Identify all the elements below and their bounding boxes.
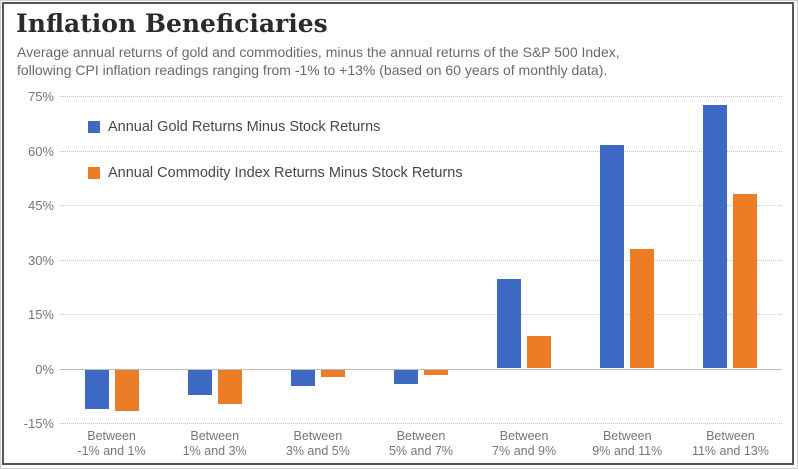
x-tick-label: Between 11% and 13% [691,429,769,458]
y-tick-label: 15% [27,307,54,322]
commodity-bar [733,194,758,369]
commodity-bar [217,369,242,405]
x-tick-label: Between 9% and 11% [592,429,663,458]
gold-bar [187,369,212,395]
gold-bar [600,145,625,369]
gold-bar [393,369,418,385]
x-tick-label: Between -1% and 1% [77,429,146,458]
gold-series-swatch-icon [88,121,100,133]
commodity-bar [320,369,345,377]
legend-label-gold: Annual Gold Returns Minus Stock Returns [108,119,381,135]
gridline [60,423,782,424]
commodity-bar [630,248,655,369]
chart-title: Inflation Beneficiaries [16,9,328,38]
commodity-bar [527,335,552,369]
x-tick-label: Between 1% and 3% [182,429,247,458]
gold-bar [497,279,522,369]
x-tick-label: Between 3% and 5% [285,429,350,458]
x-tick-label: Between 7% and 9% [492,429,557,458]
gridline [60,314,782,315]
gridline [60,96,782,97]
bar-group [679,96,782,423]
chart-subtitle: Average annual returns of gold and commo… [17,43,620,79]
bar-group [473,96,576,423]
chart-frame-inner: Inflation Beneficiaries Average annual r… [2,2,794,465]
commodity-series-swatch-icon [88,167,100,179]
commodity-bar [114,369,139,412]
y-tick-label: 75% [27,89,54,104]
bar-group [60,96,163,423]
gridline [60,205,782,206]
chart-subtitle-line1: Average annual returns of gold and commo… [17,44,620,60]
y-tick-label: 45% [27,198,54,213]
chart-subtitle-line2: following CPI inflation readings ranging… [17,62,608,78]
zero-gridline [60,368,782,370]
bar-group [369,96,472,423]
gold-bar [84,369,109,410]
bar-group [163,96,266,423]
bar-groups [60,96,782,423]
gridline [60,150,782,152]
plot-area [60,96,782,424]
chart-legend: Annual Gold Returns Minus Stock Returns … [88,119,463,211]
commodity-bar [423,369,448,375]
y-tick-label: -15% [23,416,54,431]
y-tick-label: 30% [27,252,54,268]
gridline [60,259,782,261]
x-axis: Between -1% and 1% Between 1% and 3% Between… [60,429,782,459]
legend-label-commodity: Annual Commodity Index Returns Minus Sto… [108,165,463,181]
gold-bar [703,105,728,369]
y-tick-label: 60% [27,143,54,159]
gold-bar [290,369,315,386]
legend-item-gold: Annual Gold Returns Minus Stock Returns [88,119,463,135]
y-tick-label: 0% [35,361,54,377]
bar-group [266,96,369,423]
legend-item-commodity: Annual Commodity Index Returns Minus Sto… [88,165,463,181]
bar-group [576,96,679,423]
x-tick-label: Between 5% and 7% [389,429,453,458]
